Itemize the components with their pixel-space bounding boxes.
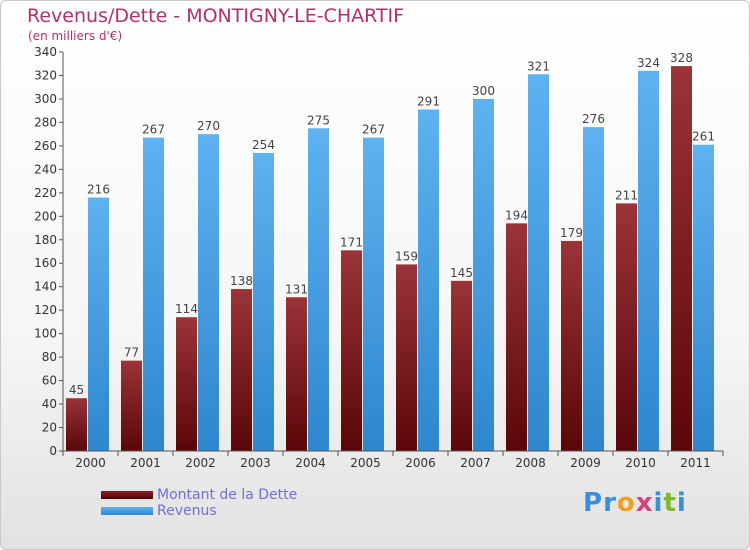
bar-dette	[231, 289, 252, 451]
data-label-dette: 179	[560, 226, 583, 240]
logo-letter: o	[616, 488, 636, 518]
legend-item-dette: Montant de la Dette	[101, 487, 297, 503]
data-label-revenus: 216	[87, 183, 110, 197]
logo-letter: t	[663, 488, 677, 518]
logo-letter: i	[653, 488, 664, 518]
data-label-dette: 194	[505, 208, 528, 222]
bar-revenus	[693, 144, 714, 452]
logo-letter: r	[603, 488, 617, 518]
x-tick-label: 2000	[75, 456, 106, 470]
x-tick-label: 2008	[515, 456, 546, 470]
data-label-revenus: 321	[527, 59, 550, 73]
bar-revenus	[473, 98, 494, 452]
chart-title: Revenus/Dette - MONTIGNY-LE-CHARTIF	[27, 5, 405, 27]
bar-revenus	[418, 109, 439, 452]
legend: Montant de la Dette Revenus	[101, 487, 297, 519]
y-tick-label: 260	[34, 139, 57, 153]
data-label-dette: 131	[285, 282, 308, 296]
legend-label-revenus: Revenus	[157, 503, 217, 519]
x-tick-label: 2010	[625, 456, 656, 470]
legend-item-revenus: Revenus	[101, 503, 297, 519]
y-tick-label: 180	[34, 233, 57, 247]
data-label-revenus: 275	[307, 113, 330, 127]
y-tick-label: 0	[49, 444, 57, 458]
data-label-revenus: 324	[637, 56, 660, 70]
data-label-revenus: 270	[197, 119, 220, 133]
y-tick-label: 280	[34, 115, 57, 129]
bar-revenus	[253, 152, 274, 451]
y-tick-label: 300	[34, 92, 57, 106]
legend-label-dette: Montant de la Dette	[157, 487, 298, 503]
y-tick-label: 320	[34, 68, 57, 82]
bar-revenus	[198, 134, 219, 451]
bar-dette	[176, 317, 197, 451]
y-tick-label: 80	[42, 350, 57, 364]
data-label-dette: 159	[395, 249, 418, 263]
data-label-revenus: 291	[417, 95, 440, 109]
bar-revenus	[528, 74, 549, 451]
bar-revenus	[583, 127, 604, 451]
chart-subtitle: (en milliers d'€)	[28, 29, 123, 43]
bar-dette	[506, 223, 527, 451]
y-tick-label: 200	[34, 209, 57, 223]
x-tick-label: 2011	[680, 456, 711, 470]
data-label-dette: 328	[670, 51, 693, 65]
x-tick-label: 2009	[570, 456, 601, 470]
data-label-dette: 45	[69, 383, 84, 397]
x-tick-label: 2002	[185, 456, 216, 470]
data-label-dette: 138	[230, 274, 253, 288]
logo-letter: x	[635, 488, 654, 518]
logo-letter: i	[676, 488, 687, 518]
x-tick-label: 2004	[295, 456, 326, 470]
y-tick-label: 220	[34, 186, 57, 200]
proxiti-logo: Proxiti	[583, 488, 687, 518]
y-tick-label: 20	[42, 421, 57, 435]
y-tick-label: 240	[34, 162, 57, 176]
axes-group: 2000 2001 2002 2003 2004 2005 2006 2007 2008 2009…	[34, 45, 724, 470]
legend-swatch-dette	[101, 491, 153, 499]
bar-dette	[121, 360, 142, 451]
y-tick-label: 40	[42, 397, 57, 411]
x-tick-label: 2001	[130, 456, 161, 470]
y-tick-label: 160	[34, 256, 57, 270]
data-label-revenus: 254	[252, 138, 275, 152]
bar-dette	[671, 66, 692, 452]
bar-dette	[66, 398, 87, 451]
bar-dette	[451, 280, 472, 451]
bar-dette	[396, 264, 417, 451]
bar-revenus	[363, 137, 384, 451]
x-tick-label: 2005	[350, 456, 381, 470]
x-tick-label: 2006	[405, 456, 436, 470]
bar-revenus	[308, 128, 329, 451]
data-label-revenus: 261	[692, 130, 715, 144]
x-tick-label: 2007	[460, 456, 491, 470]
logo-letter: P	[583, 488, 604, 518]
data-label-revenus: 267	[142, 123, 165, 137]
data-label-revenus: 300	[472, 84, 495, 98]
data-label-revenus: 276	[582, 112, 605, 126]
bar-revenus	[88, 197, 109, 451]
y-tick-label: 60	[42, 374, 57, 388]
bar-dette	[561, 240, 582, 451]
x-tick-label: 2003	[240, 456, 271, 470]
y-tick-label: 120	[34, 303, 57, 317]
y-tick-label: 100	[34, 327, 57, 341]
data-label-dette: 77	[124, 346, 139, 360]
data-label-dette: 145	[450, 266, 473, 280]
y-tick-label: 140	[34, 280, 57, 294]
bar-dette	[341, 250, 362, 451]
bar-revenus	[143, 137, 164, 451]
y-tick-label: 340	[34, 45, 57, 59]
data-label-revenus: 267	[362, 123, 385, 137]
data-label-dette: 211	[615, 188, 638, 202]
legend-swatch-revenus	[101, 507, 153, 515]
bars-group: 45 216 77 267 114 270 138 254 131 275 171 267 159 291…	[66, 51, 715, 452]
bar-dette	[616, 203, 637, 451]
data-label-dette: 171	[340, 235, 363, 249]
bar-dette	[286, 297, 307, 451]
data-label-dette: 114	[175, 302, 198, 316]
bar-revenus	[638, 70, 659, 451]
